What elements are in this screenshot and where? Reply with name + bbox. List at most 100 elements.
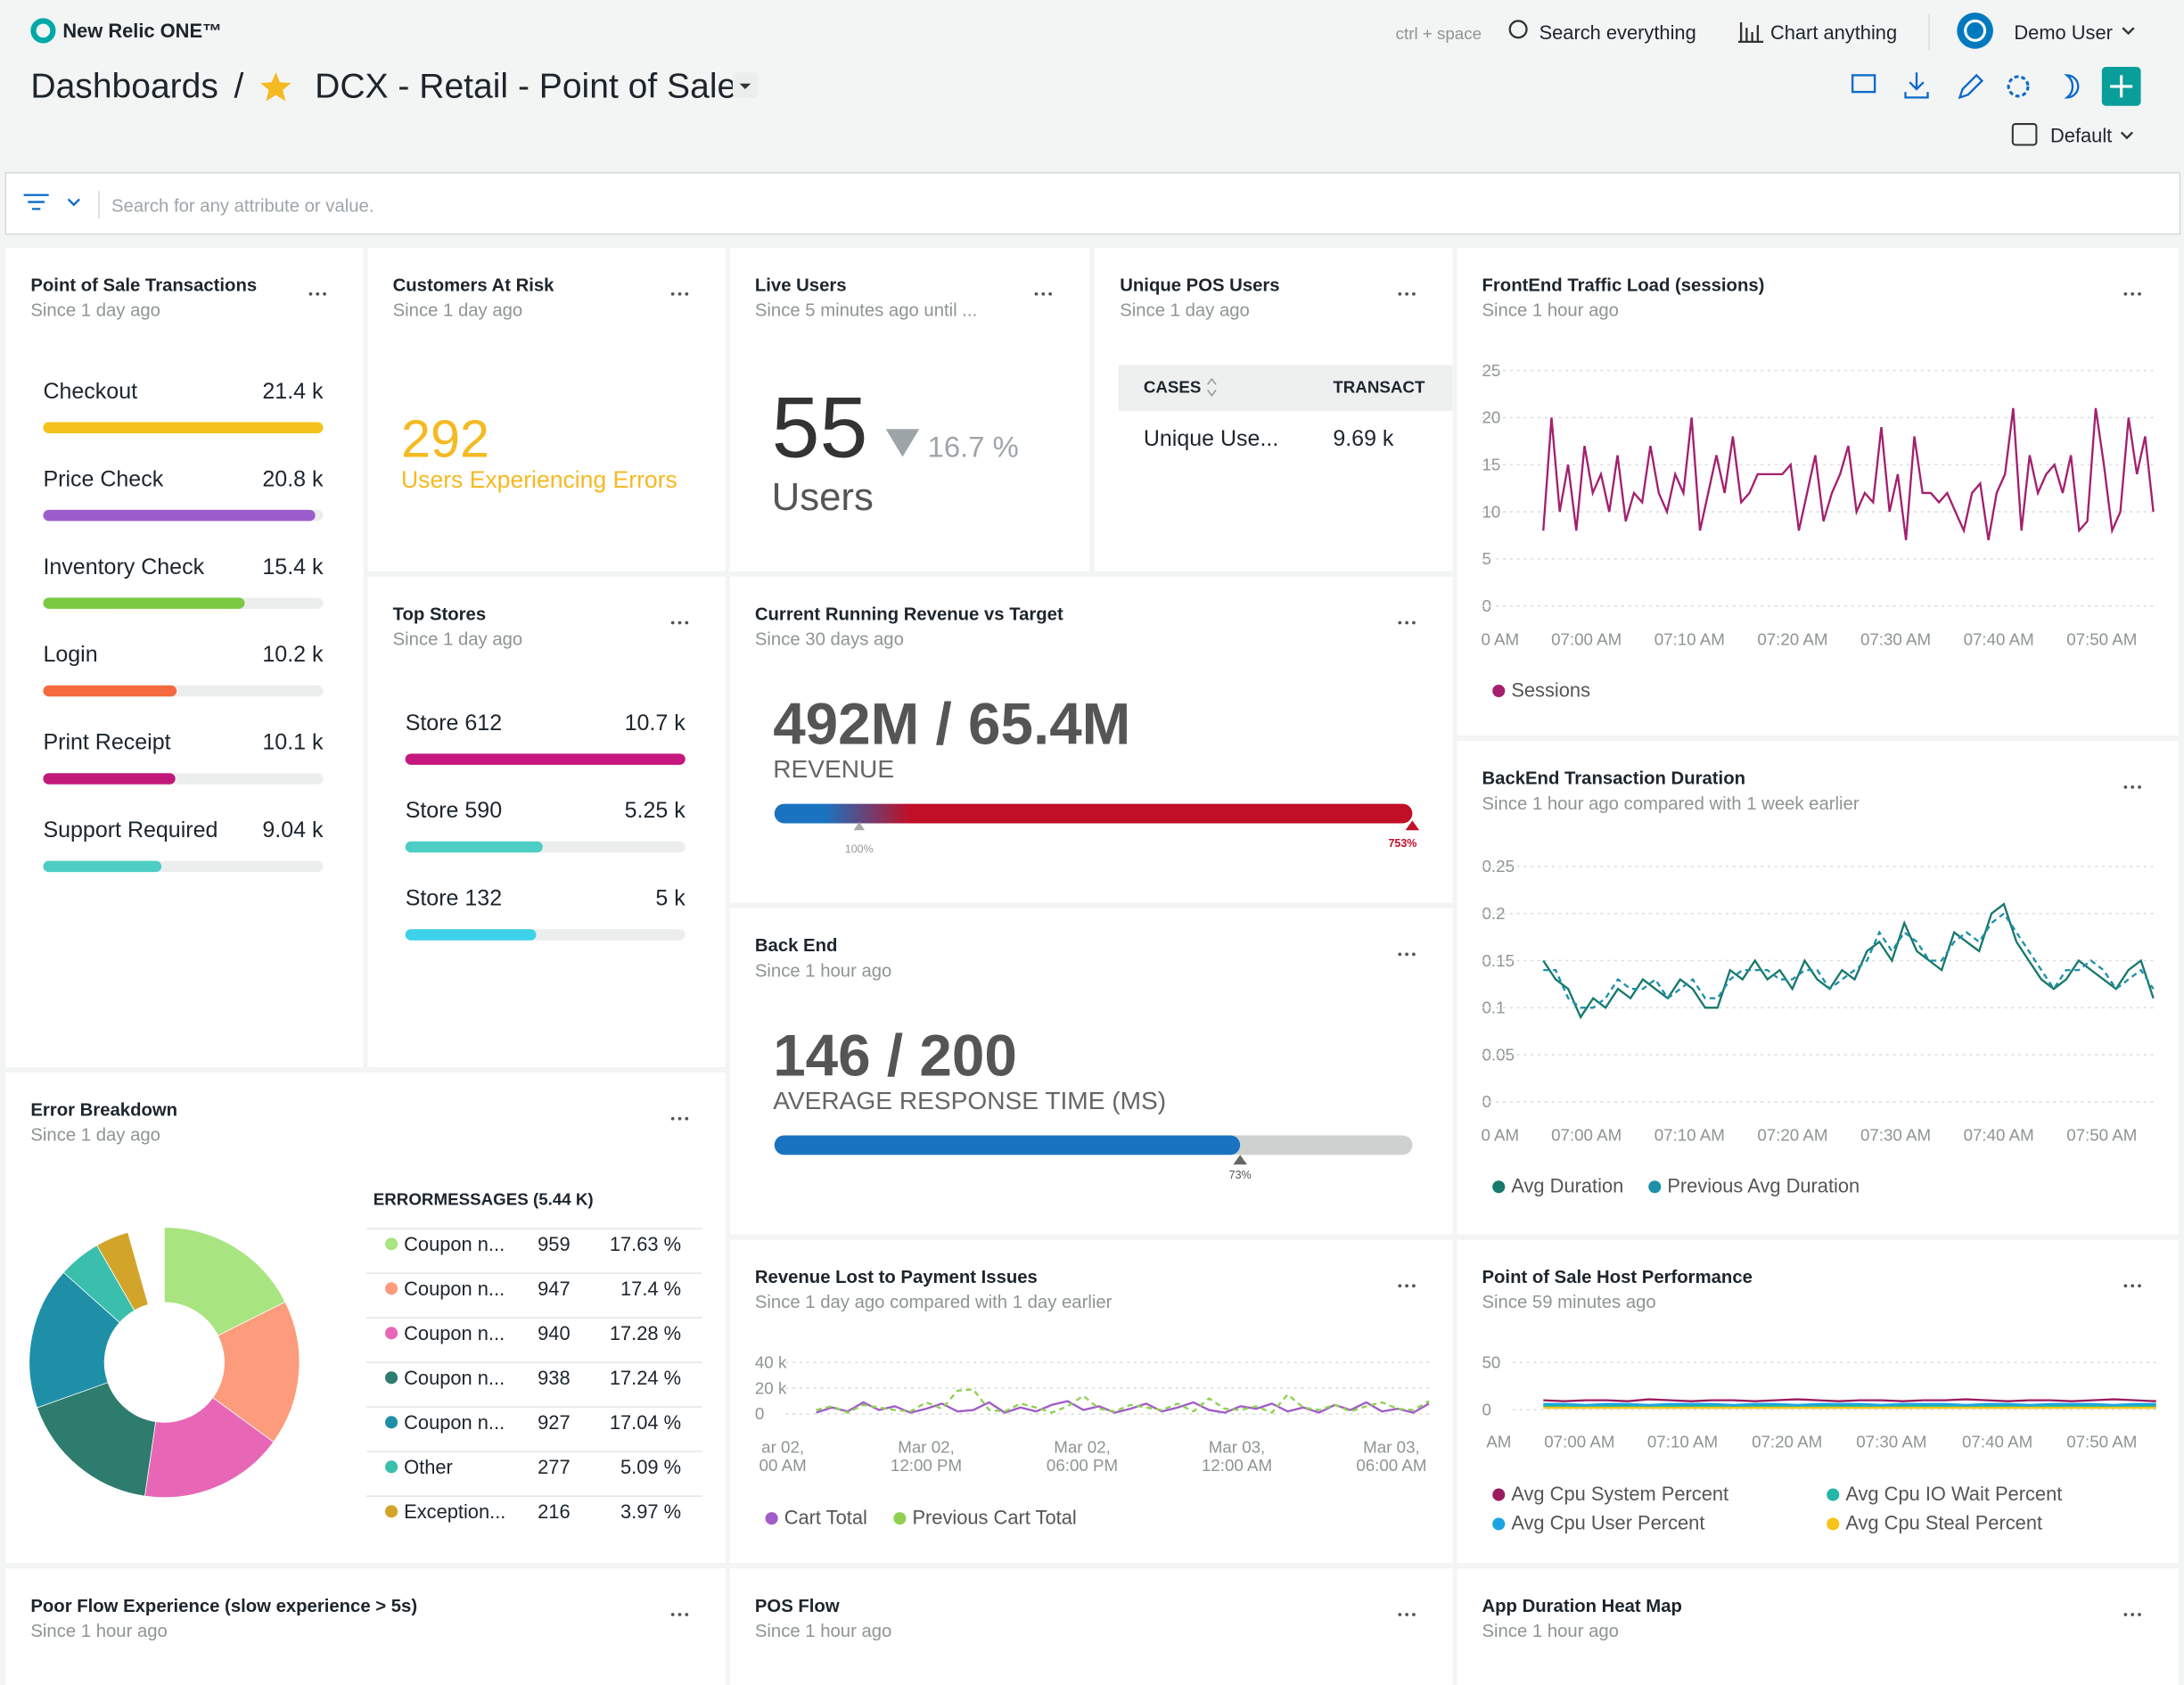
widget-subtitle: Since 1 day ago bbox=[30, 301, 160, 321]
breadcrumb[interactable]: Dashboards bbox=[30, 67, 218, 105]
widget-title: Revenue Lost to Payment Issues bbox=[755, 1268, 1038, 1287]
y-tick-label: 5 bbox=[1482, 549, 1491, 568]
pie-slice bbox=[212, 1301, 300, 1443]
widget-title: App Duration Heat Map bbox=[1482, 1597, 1682, 1616]
menu-dot bbox=[2123, 1613, 2128, 1616]
row-count: 959 bbox=[538, 1233, 570, 1255]
x-tick-line: 06:00 PM bbox=[1047, 1456, 1118, 1475]
row-name: Coupon n... bbox=[404, 1411, 505, 1434]
chevron bbox=[67, 198, 80, 207]
x-tick-label: 07:00 AM bbox=[1551, 629, 1622, 648]
widget-menu[interactable] bbox=[1398, 1284, 1416, 1288]
widget-menu[interactable] bbox=[1034, 292, 1052, 296]
bar-label: Login bbox=[43, 642, 97, 667]
favorite-star[interactable] bbox=[260, 72, 291, 102]
widget: App Duration Heat Map Since 1 hour ago bbox=[1457, 1568, 2179, 1685]
widget-menu[interactable] bbox=[670, 292, 689, 296]
widget-menu[interactable] bbox=[2123, 1284, 2141, 1288]
table-header bbox=[1118, 365, 1453, 411]
value-label: 73% bbox=[1229, 1169, 1252, 1181]
legend-dot bbox=[893, 1512, 907, 1525]
widget-title: Point of Sale Host Performance bbox=[1482, 1268, 1753, 1287]
widget-canvas: Back End Since 1 hour ago 146 / 200AVERAGE… bbox=[755, 936, 1416, 1181]
widget-menu[interactable] bbox=[1398, 952, 1416, 957]
widget-title: Customers At Risk bbox=[393, 276, 555, 296]
widget-menu[interactable] bbox=[1398, 292, 1416, 296]
widget-menu[interactable] bbox=[2123, 1613, 2141, 1616]
user-menu[interactable]: Demo User bbox=[2014, 21, 2113, 44]
widget-title: Error Breakdown bbox=[30, 1101, 177, 1121]
widget-menu[interactable] bbox=[2123, 292, 2141, 296]
user-avatar[interactable] bbox=[1957, 12, 1993, 49]
row-name: Exception... bbox=[404, 1500, 505, 1523]
menu-dot bbox=[2138, 1284, 2141, 1288]
x-tick-label: 07:50 AM bbox=[2066, 629, 2137, 648]
bar bbox=[43, 773, 176, 785]
y-tick-label: 50 bbox=[1482, 1352, 1501, 1371]
x-tick-label: 07:20 AM bbox=[1752, 1432, 1822, 1451]
widget-title: POS Flow bbox=[755, 1597, 840, 1616]
dark-mode[interactable] bbox=[2064, 74, 2080, 99]
billboard-value: 492M / 65.4M bbox=[773, 691, 1130, 756]
row-percent: 17.04 % bbox=[610, 1411, 681, 1434]
y-tick-label: 0 bbox=[1482, 1092, 1491, 1111]
chevron bbox=[739, 83, 751, 89]
bar-label: Print Receipt bbox=[43, 730, 170, 755]
widget-menu[interactable] bbox=[670, 621, 689, 625]
export[interactable] bbox=[1904, 72, 1929, 99]
bar-label: Checkout bbox=[43, 379, 137, 404]
legend-dot bbox=[385, 1327, 398, 1340]
x-tick-line: 12:00 PM bbox=[891, 1456, 962, 1475]
widget-menu[interactable] bbox=[670, 1613, 689, 1616]
widget: Current Running Revenue vs Target Since 3… bbox=[729, 576, 1453, 903]
menu-dot bbox=[1048, 292, 1052, 296]
widget-canvas: Live Users Since 5 minutes ago until ... 5… bbox=[755, 276, 1052, 519]
bar-label: Store 612 bbox=[406, 711, 502, 736]
target-label: 100% bbox=[845, 842, 874, 855]
row-percent: 17.24 % bbox=[610, 1367, 681, 1389]
widget-menu[interactable] bbox=[308, 292, 326, 296]
edit[interactable] bbox=[1958, 73, 1984, 100]
menu-dot bbox=[323, 292, 326, 296]
billboard-label: REVENUE bbox=[773, 755, 894, 783]
menu-dot bbox=[670, 621, 675, 625]
pie-slice bbox=[144, 1397, 275, 1499]
widget-canvas: POS Flow Since 1 hour ago bbox=[755, 1597, 1416, 1641]
x-tick-label: Mar 03, 06:00 AM bbox=[1356, 1438, 1426, 1475]
user-avatar-icon bbox=[1964, 19, 1987, 42]
tv-mode[interactable] bbox=[1851, 74, 1876, 94]
widget-title: Current Running Revenue vs Target bbox=[755, 604, 1063, 624]
widget-subtitle: Since 5 minutes ago until ... bbox=[755, 301, 977, 321]
value-marker bbox=[1405, 820, 1420, 831]
bar-label: Inventory Check bbox=[43, 555, 204, 579]
legend-dot bbox=[385, 1505, 398, 1518]
x-tick-line: ar 02, bbox=[761, 1438, 804, 1457]
widget-menu[interactable] bbox=[1398, 1613, 1416, 1616]
y-tick-label: 0 bbox=[1482, 596, 1491, 615]
bar-label: Store 132 bbox=[406, 886, 502, 911]
filter-input[interactable]: Search for any attribute or value. bbox=[111, 197, 374, 217]
menu-dot bbox=[2131, 785, 2135, 789]
settings[interactable] bbox=[2007, 75, 2030, 98]
widget-menu[interactable] bbox=[670, 1116, 689, 1121]
row-percent: 17.4 % bbox=[620, 1278, 681, 1300]
widget-menu[interactable] bbox=[2123, 785, 2141, 789]
legend-dot bbox=[765, 1512, 778, 1525]
search-button[interactable]: Search everything bbox=[1539, 21, 1696, 44]
menu-dot bbox=[677, 1613, 682, 1616]
y-tick-label: 40 k bbox=[755, 1352, 787, 1371]
legend-label: Avg Cpu System Percent bbox=[1511, 1483, 1728, 1505]
legend-label: Previous Avg Duration bbox=[1667, 1174, 1860, 1196]
bar-value: 15.4 k bbox=[262, 555, 324, 579]
menu-dot bbox=[670, 1613, 675, 1616]
y-tick-label: 20 k bbox=[755, 1378, 787, 1397]
row-percent: 17.63 % bbox=[610, 1233, 681, 1255]
pie-slice bbox=[163, 1227, 286, 1336]
progress-bar bbox=[774, 803, 1413, 824]
chart-button[interactable]: Chart anything bbox=[1770, 21, 1897, 44]
time-picker[interactable]: Default bbox=[2050, 124, 2112, 146]
filter-bar[interactable] bbox=[4, 171, 2181, 235]
widget-menu[interactable] bbox=[1398, 621, 1416, 625]
menu-dot bbox=[1405, 621, 1408, 625]
